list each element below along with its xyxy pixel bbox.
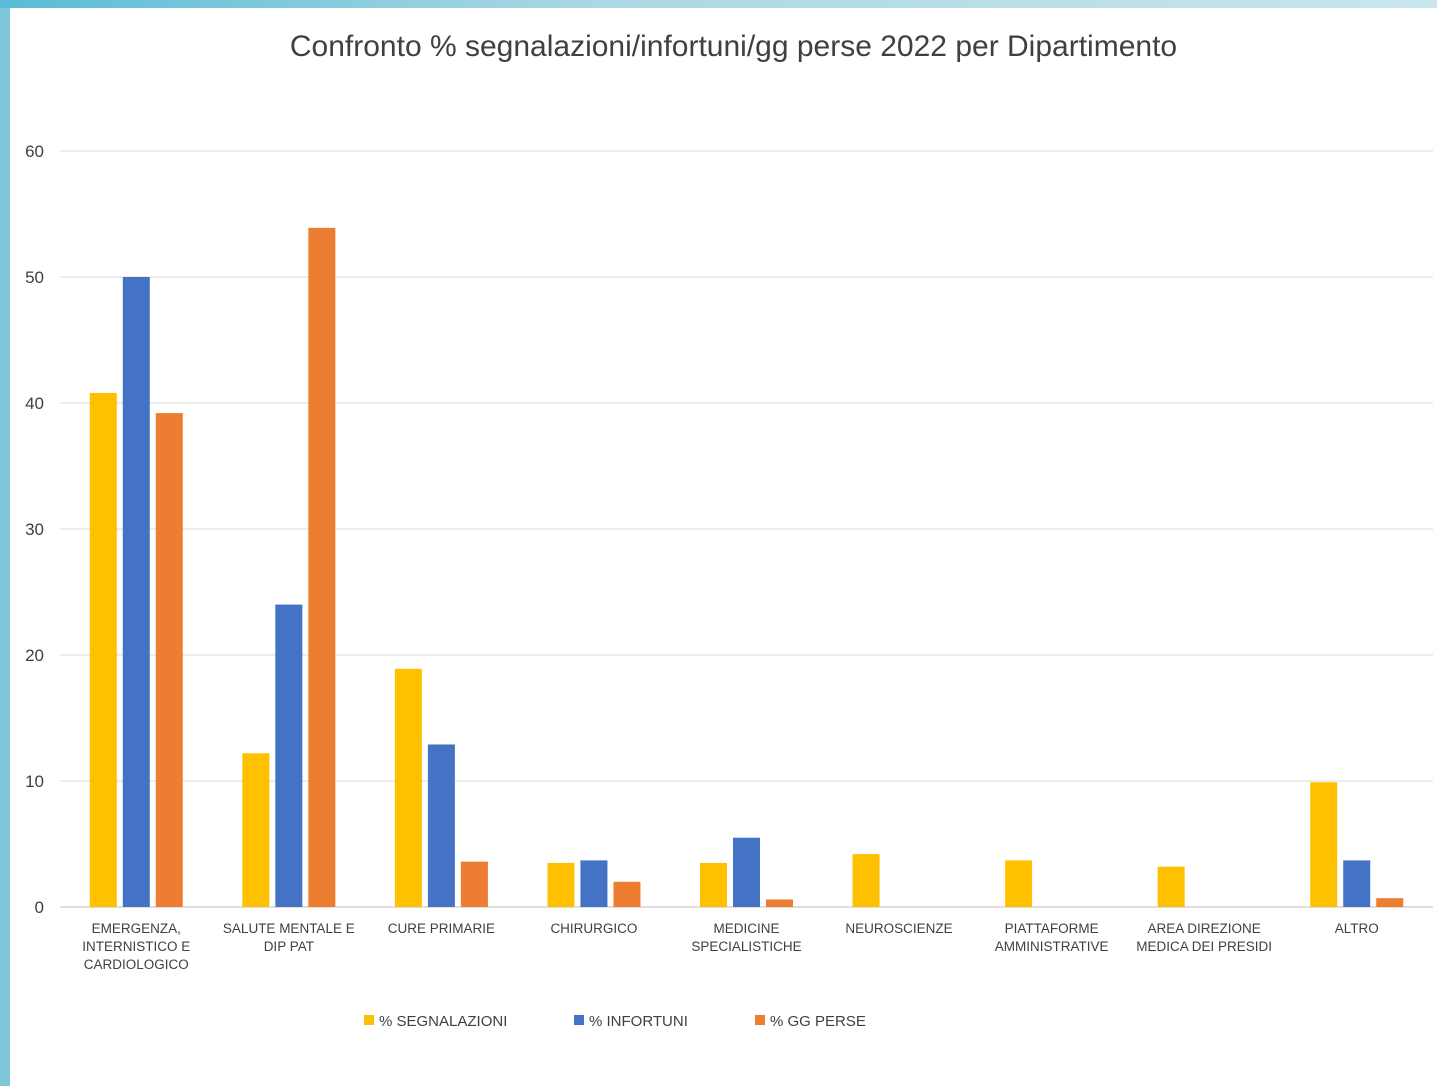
bar-segnalazioni	[1005, 860, 1033, 907]
legend-label: % INFORTUNI	[589, 1013, 688, 1030]
legend-swatch	[364, 1015, 374, 1025]
category-label: PIATTAFORME AMMINISTRATIVE	[995, 921, 1109, 954]
bar-segnalazioni	[547, 862, 575, 907]
chart-title: Confronto % segnalazioni/infortuni/gg pe…	[289, 30, 1178, 63]
y-tick-label: 30	[25, 520, 44, 539]
category-label-line: CHIRURGICO	[550, 921, 637, 936]
category-label-line: NEUROSCIENZE	[845, 921, 952, 936]
category-label: MEDICINE SPECIALISTICHE	[691, 921, 801, 954]
y-tick-label: 50	[25, 268, 44, 287]
bar-infortuni	[275, 604, 303, 907]
bar-segnalazioni	[89, 392, 117, 907]
category-label-line: CARDIOLOGICO	[84, 957, 189, 972]
category-label-line: AREA DIREZIONE	[1148, 921, 1261, 936]
category-label-line: CURE PRIMARIE	[388, 921, 495, 936]
legend: % SEGNALAZIONI % INFORTUNI % GG PERSE	[364, 1013, 866, 1030]
bars	[89, 227, 1404, 908]
category-label-line: PIATTAFORME	[1005, 921, 1099, 936]
slide-accent-top	[0, 0, 1437, 8]
y-tick-label: 40	[25, 394, 44, 413]
bar-segnalazioni	[852, 854, 880, 907]
bar-gg-perse	[613, 881, 641, 907]
y-axis-ticks: 0 10 20 30 40 50 60	[25, 142, 44, 917]
category-label: CURE PRIMARIE	[388, 921, 495, 936]
category-label-line: EMERGENZA,	[92, 921, 181, 936]
category-label: NEUROSCIENZE	[845, 921, 952, 936]
legend-label: % GG PERSE	[770, 1013, 866, 1030]
legend-swatch	[755, 1015, 765, 1025]
category-label-line: INTERNISTICO E	[82, 939, 190, 954]
category-label-line: MEDICINE	[713, 921, 779, 936]
y-tick-label: 0	[35, 898, 44, 917]
bar-segnalazioni	[1157, 866, 1185, 907]
bar-gg-perse	[1376, 898, 1404, 907]
bar-infortuni	[122, 277, 150, 907]
x-axis-labels: EMERGENZA, INTERNISTICO E CARDIOLOGICO SALU…	[82, 921, 1378, 972]
bar-segnalazioni	[242, 753, 270, 907]
category-label-line: DIP PAT	[264, 939, 314, 954]
bar-infortuni	[733, 837, 760, 907]
category-label: EMERGENZA, INTERNISTICO E CARDIOLOGICO	[82, 921, 190, 972]
bar-infortuni	[580, 860, 608, 907]
y-tick-label: 20	[25, 646, 44, 665]
category-label: AREA DIREZIONE MEDICA DEI PRESIDI	[1136, 921, 1272, 954]
y-tick-label: 10	[25, 772, 44, 791]
bar-gg-perse	[308, 227, 336, 908]
bar-gg-perse	[766, 899, 793, 907]
bar-segnalazioni	[700, 862, 727, 907]
category-label: CHIRURGICO	[550, 921, 637, 936]
category-label-line: MEDICA DEI PRESIDI	[1136, 939, 1272, 954]
bar-gg-perse	[460, 861, 488, 907]
category-label-line: SALUTE MENTALE E	[223, 921, 355, 936]
legend-label: % SEGNALAZIONI	[379, 1013, 507, 1030]
bar-infortuni	[427, 744, 455, 907]
bar-gg-perse	[155, 413, 183, 907]
legend-swatch	[574, 1015, 584, 1025]
category-label-line: AMMINISTRATIVE	[995, 939, 1109, 954]
bar-infortuni	[1343, 860, 1371, 907]
slide-accent-left	[0, 0, 10, 1086]
bar-segnalazioni	[1310, 782, 1338, 907]
category-label-line: SPECIALISTICHE	[691, 939, 801, 954]
y-tick-label: 60	[25, 142, 44, 161]
category-label-line: ALTRO	[1335, 921, 1379, 936]
category-label: SALUTE MENTALE E DIP PAT	[223, 921, 355, 954]
bar-segnalazioni	[394, 668, 422, 907]
category-label: ALTRO	[1335, 921, 1379, 936]
